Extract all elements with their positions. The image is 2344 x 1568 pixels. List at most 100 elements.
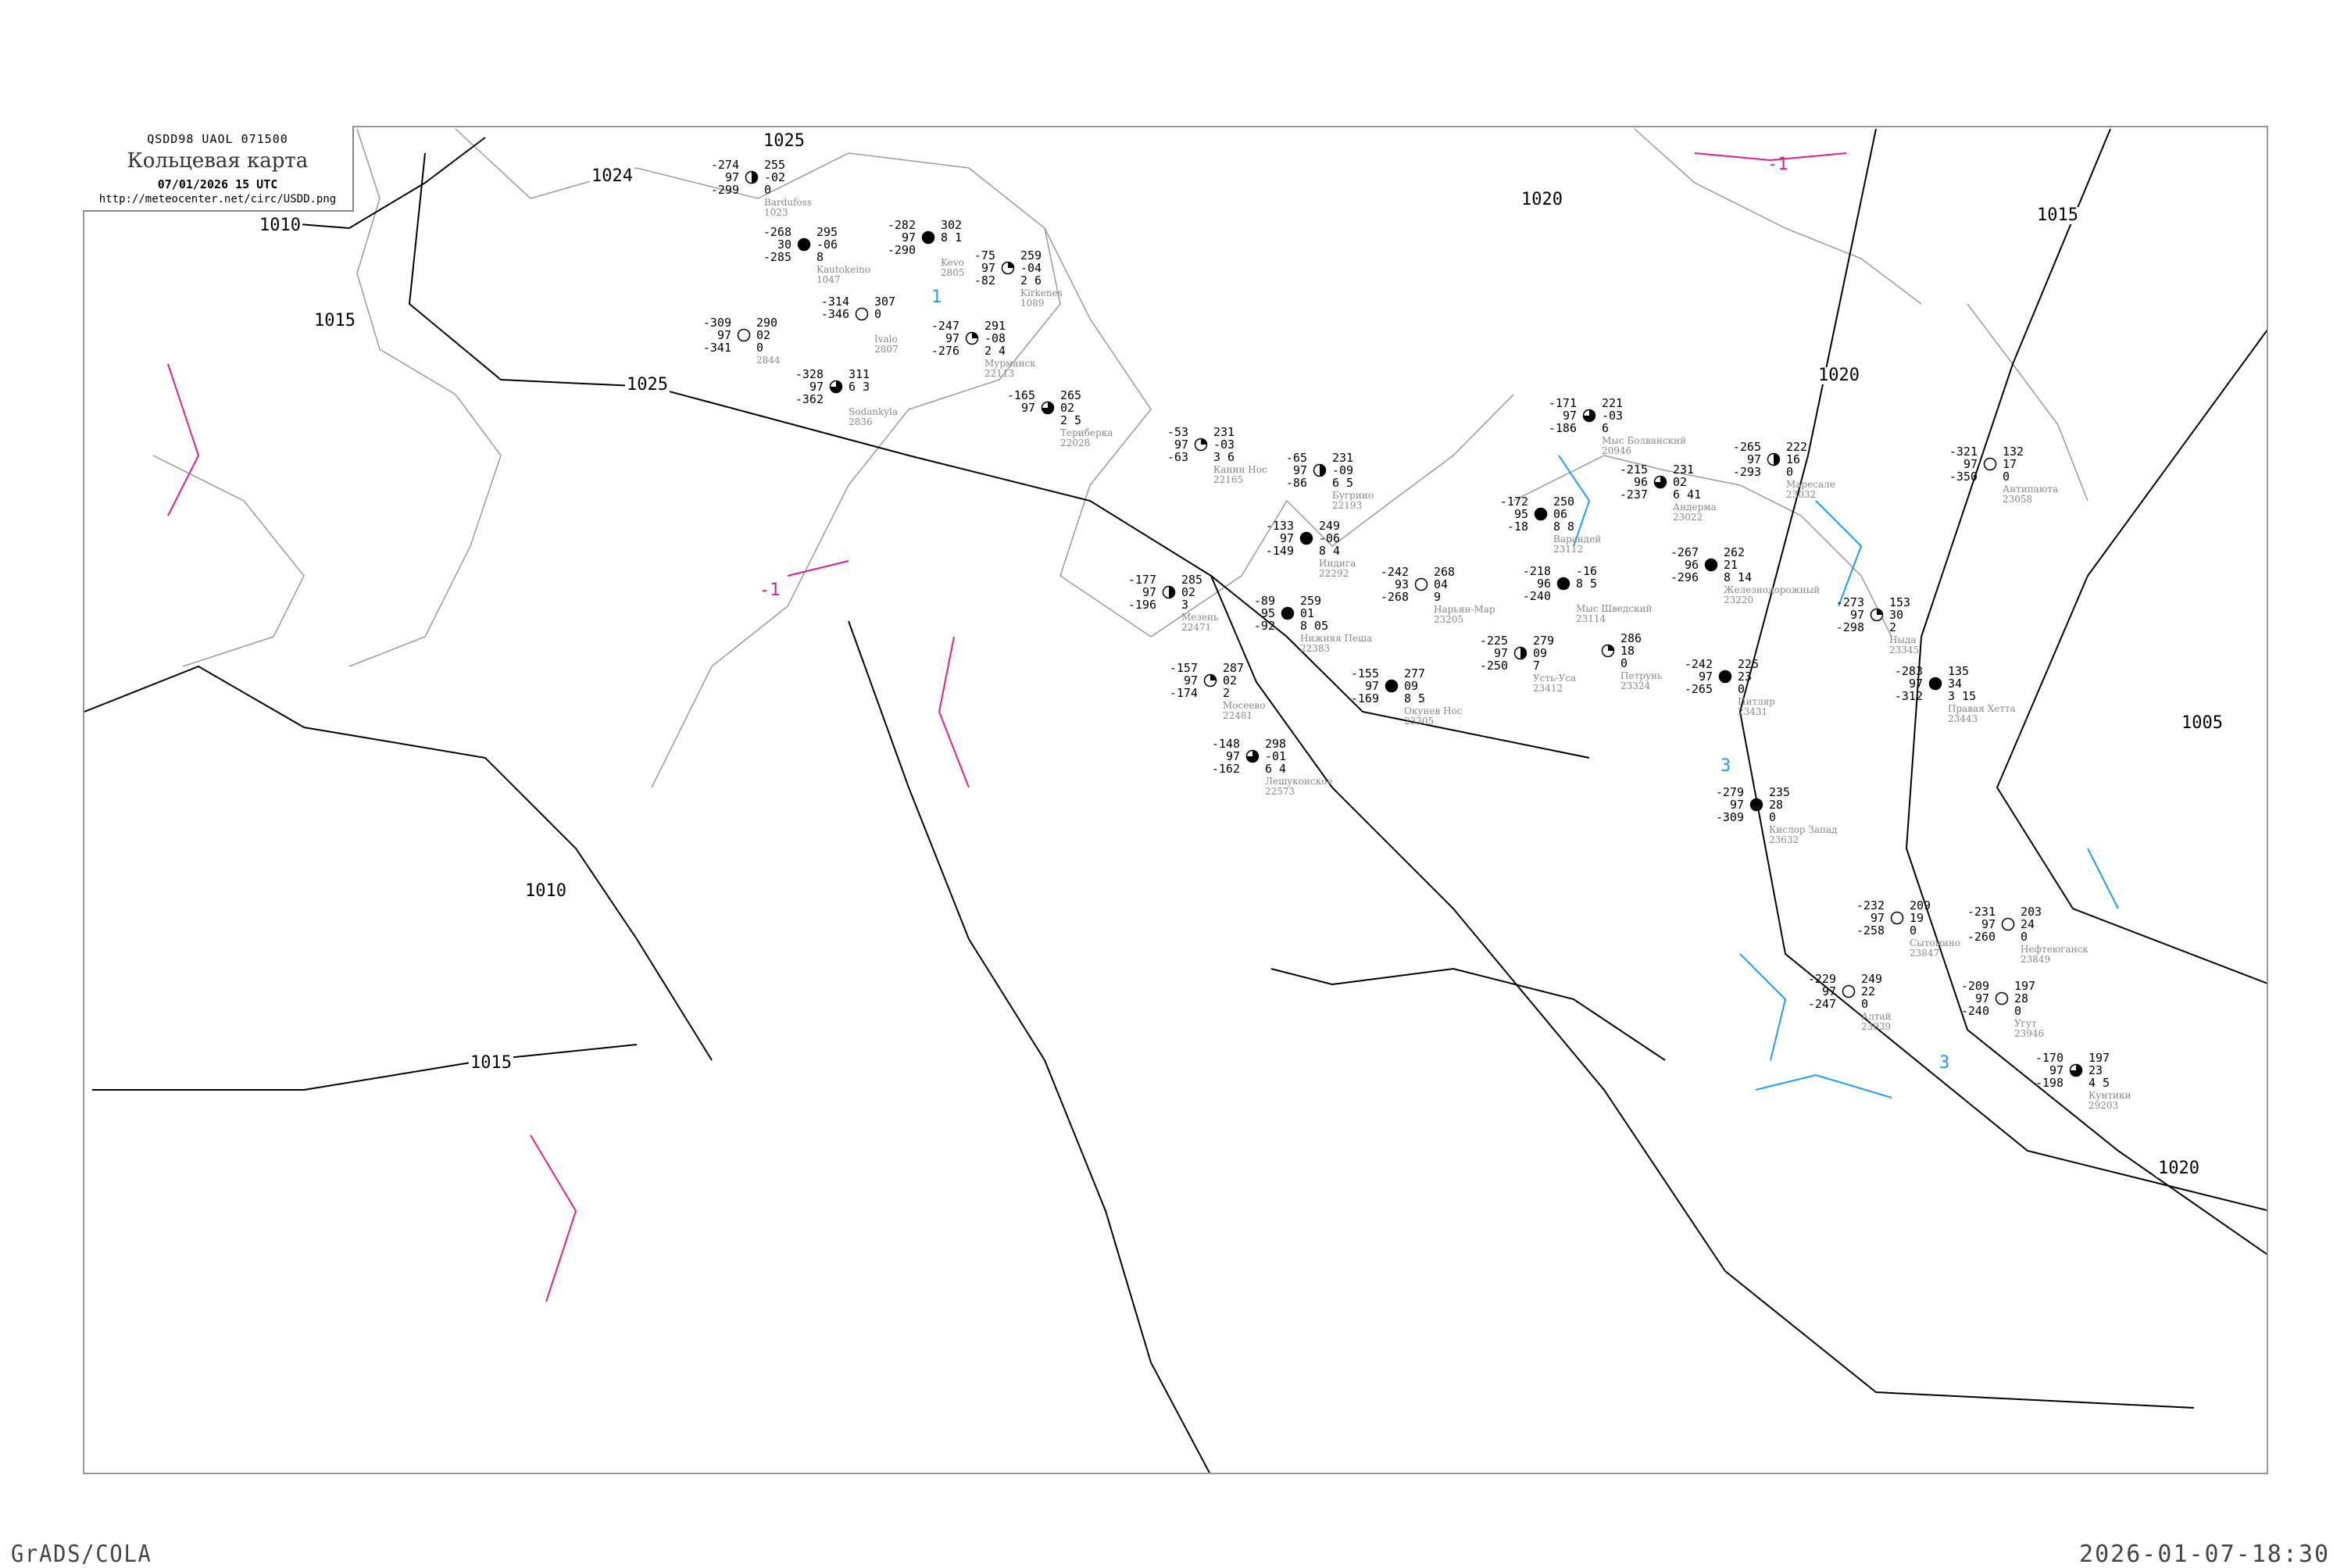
cloud-cover-icon xyxy=(965,331,979,345)
isotherm-line-cold xyxy=(1558,455,1591,547)
station-value: 287 xyxy=(1223,661,1245,675)
station-index: 22193 xyxy=(1332,500,1363,511)
cloud-cover-icon xyxy=(1299,531,1313,545)
station-name: Мосеево xyxy=(1223,700,1266,711)
station-value: 96 xyxy=(1536,577,1551,591)
station-index: 2836 xyxy=(849,416,873,427)
station-value: 8 14 xyxy=(1724,570,1753,584)
cloud-cover-icon xyxy=(1313,463,1327,477)
station-value: -309 xyxy=(702,316,731,330)
isobar-line xyxy=(1738,128,2267,1212)
cloud-cover-icon xyxy=(1041,401,1055,415)
station-value: -198 xyxy=(2035,1076,2064,1090)
cloud-cover-icon xyxy=(829,380,843,394)
station-value: 0 xyxy=(2021,930,2028,944)
station-value: -283 xyxy=(1894,664,1923,678)
station-left-values: -279 97 -309 xyxy=(1716,786,1744,823)
station-right-values: -16 8 5 xyxy=(1576,565,1597,590)
station-index: 22383 xyxy=(1300,643,1331,654)
isobar-line xyxy=(408,152,1590,759)
station-name: Мыс Шведский xyxy=(1576,603,1653,614)
station-value: 02 xyxy=(1673,475,1688,489)
station-label: Kautokeino 1047 xyxy=(816,265,870,285)
station-value: 34 xyxy=(1948,677,1963,691)
station-value: -171 xyxy=(1548,396,1577,410)
station-value: 8 4 xyxy=(1319,544,1341,558)
station-value: -172 xyxy=(1499,495,1528,509)
station-value: -290 xyxy=(887,243,916,257)
station-value: 30 xyxy=(777,238,791,252)
station-name: Нижняя Пеша xyxy=(1300,633,1373,644)
station-name: Ivalo xyxy=(874,334,898,345)
isobar-line xyxy=(92,1044,638,1091)
station-value: 97 xyxy=(1183,673,1198,688)
generated-timestamp: 2026-01-07-18:30 xyxy=(2079,1541,2330,1568)
station-value: 132 xyxy=(2003,445,2024,459)
station-left-values: -157 97 -174 xyxy=(1170,662,1198,699)
station-name: Бугрино xyxy=(1332,490,1374,501)
station-right-values: 197 23 4 5 xyxy=(2089,1052,2110,1089)
station-value: 262 xyxy=(1724,545,1745,559)
bulletin-code: QSDD98 UAOL 071500 xyxy=(147,132,288,146)
isobar-label: 1015 xyxy=(469,1053,513,1073)
station-left-values: -218 96 -240 xyxy=(1523,565,1551,602)
station-value: -16 xyxy=(1576,564,1598,578)
station-value: -65 xyxy=(1285,451,1307,465)
station-index: 20946 xyxy=(1602,445,1632,456)
station-value: 04 xyxy=(1434,577,1449,591)
station-index: 23946 xyxy=(2014,1028,2045,1039)
cloud-cover-icon xyxy=(1281,606,1295,620)
station-right-values: 250 06 8 8 xyxy=(1553,495,1574,533)
station-value: 0 xyxy=(1738,682,1745,696)
station-right-values: 222 16 0 xyxy=(1786,441,1807,478)
station-right-values: 265 02 2 5 xyxy=(1060,389,1081,427)
station-value: 2 6 xyxy=(1020,273,1042,288)
station-name: Правая Хетта xyxy=(1948,703,2016,714)
station-left-values: -171 97 -186 xyxy=(1549,397,1577,434)
station-value: 97 xyxy=(1174,438,1188,452)
station-value: 291 xyxy=(984,319,1006,333)
station-value: -06 xyxy=(816,238,838,252)
coastline xyxy=(1513,455,1892,638)
station-label: Маресале 23032 xyxy=(1786,480,1835,500)
cloud-cover-icon xyxy=(1890,911,1904,925)
station-value: -237 xyxy=(1619,488,1648,502)
isotherm-line-cold xyxy=(1755,1073,1892,1098)
station-label: Канин Нос 22165 xyxy=(1213,465,1267,485)
station-value: 97 xyxy=(1849,608,1864,622)
cloud-cover-icon xyxy=(1582,409,1596,423)
station-value: -03 xyxy=(1213,438,1235,452)
station-value: -293 xyxy=(1732,465,1761,479)
station-left-values: -209 97 -240 xyxy=(1961,980,1989,1017)
station-value: 97 xyxy=(1364,679,1379,693)
station-value: 97 xyxy=(1292,463,1307,477)
station-label: Мезень 22471 xyxy=(1181,613,1219,633)
station-value: -225 xyxy=(1479,634,1508,648)
station-name: Kautokeino xyxy=(816,264,871,275)
station-value: 6 3 xyxy=(849,380,870,394)
station-name: Мурманск xyxy=(984,358,1036,369)
cloud-cover-icon xyxy=(1556,577,1570,591)
station-label: Ivalo 2807 xyxy=(874,334,899,355)
station-value: -53 xyxy=(1167,425,1188,439)
station-value: 93 xyxy=(1394,577,1409,591)
station-label: Kirkenes 1089 xyxy=(1020,288,1063,309)
station-value: 97 xyxy=(1746,452,1761,466)
station-label: Sodankyla 2836 xyxy=(849,407,898,427)
station-value: -09 xyxy=(1332,463,1354,477)
station-left-values: -75 97 -82 xyxy=(974,249,995,287)
station-value: -86 xyxy=(1285,476,1307,490)
station-value: 02 xyxy=(1223,673,1238,688)
station-value: 06 xyxy=(1553,507,1568,521)
station-value: 0 xyxy=(2003,470,2010,484)
isobar-label: 1025 xyxy=(625,375,670,395)
station-value: 231 xyxy=(1673,463,1695,477)
station-index: 23849 xyxy=(2021,954,2051,965)
isotherm-label: 3 xyxy=(1720,756,1731,776)
station-index: 23345 xyxy=(1889,645,1920,655)
station-label: Угут 23946 xyxy=(2014,1019,2044,1039)
station-label: Нижняя Пеша 22383 xyxy=(1300,634,1372,654)
station-value: -63 xyxy=(1167,450,1188,464)
station-value: 153 xyxy=(1889,595,1911,609)
station-right-values: 286 18 0 xyxy=(1620,632,1642,670)
